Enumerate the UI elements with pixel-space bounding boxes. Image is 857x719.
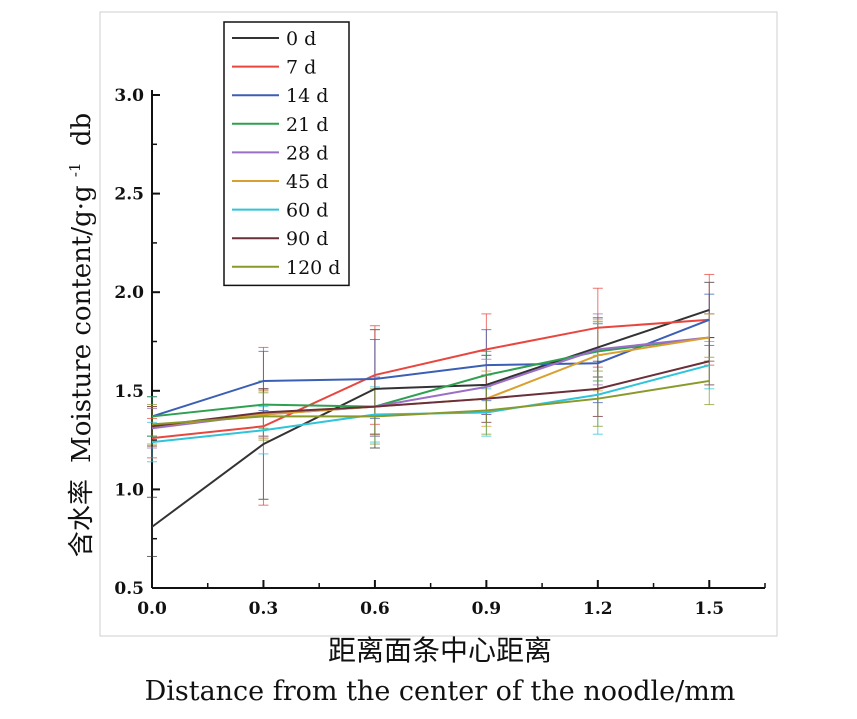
legend-label: 28 d <box>286 142 328 164</box>
tick-labels: 0.5 1.0 1.5 2.0 2.5 3.0 0.0 0.3 0.6 0.9 1.2 1.5 <box>114 86 724 619</box>
legend-label: 120 d <box>286 257 340 279</box>
legend-label: 90 d <box>286 228 328 250</box>
x-axis-label-en: Distance from the center of the noodle/m… <box>145 676 736 707</box>
series-line-90d <box>151 360 710 428</box>
x-tick-label: 1.2 <box>583 599 613 619</box>
x-tick-label: 0.9 <box>472 599 502 619</box>
y-tick-label: 2.0 <box>114 283 144 303</box>
legend-label: 21 d <box>286 114 328 136</box>
series-line-7d <box>151 318 710 440</box>
x-tick-label: 0.3 <box>249 599 279 619</box>
plot-border <box>99 11 778 637</box>
y-axis-label: 含水率 Moisture content/g·g -1 db <box>57 113 97 557</box>
y-tick-label: 0.5 <box>114 579 144 599</box>
y-tick-label: 1.0 <box>114 480 144 500</box>
y-axis-label-en: Moisture content/g·g <box>67 185 97 463</box>
series-line-21d <box>151 336 710 418</box>
legend-label: 0 d <box>286 28 316 50</box>
y-axis-label-suffix: db <box>67 113 97 146</box>
series-line-0d <box>151 309 710 528</box>
y-axis-label-cn: 含水率 <box>67 479 97 557</box>
y-axis-label-sup: -1 <box>66 162 84 177</box>
y-tick-label: 1.5 <box>114 382 144 402</box>
x-tick-label: 0.0 <box>137 599 167 619</box>
legend-label: 14 d <box>286 85 328 107</box>
plot-frame <box>99 11 778 637</box>
legend-label: 60 d <box>286 200 328 222</box>
series-line-14d <box>151 318 710 418</box>
legend-label: 7 d <box>286 57 316 79</box>
x-tick-label: 1.5 <box>694 599 724 619</box>
x-tick-label: 0.6 <box>360 599 390 619</box>
legend-label: 45 d <box>286 171 328 193</box>
series-line-120d <box>151 379 710 426</box>
y-tick-label: 3.0 <box>114 86 144 106</box>
y-tick-label: 2.5 <box>114 185 144 205</box>
x-axis-label-cn: 距离面条中心距离 <box>328 634 552 667</box>
series-lines <box>151 309 710 528</box>
legend: 0 d 7 d 14 d 21 d 28 d 45 d 60 d 90 d 120 d <box>223 21 350 287</box>
